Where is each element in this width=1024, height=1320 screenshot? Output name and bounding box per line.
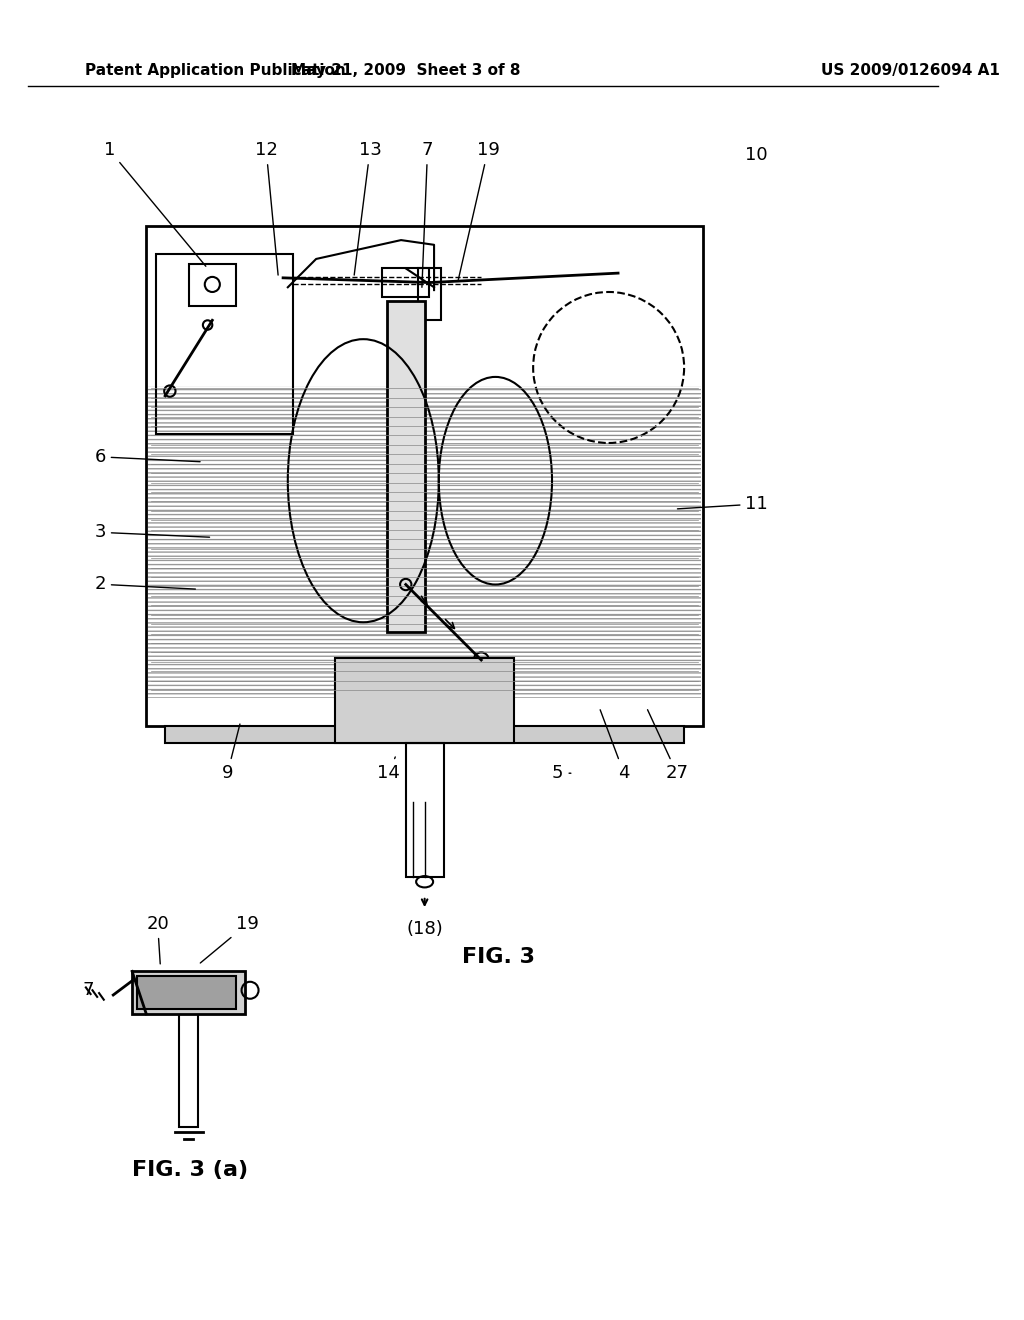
Bar bbox=[165, 726, 684, 743]
Text: 13: 13 bbox=[354, 141, 382, 275]
Text: 20: 20 bbox=[146, 915, 169, 964]
Text: 14: 14 bbox=[378, 756, 400, 781]
Text: (18): (18) bbox=[407, 920, 443, 939]
Text: 9: 9 bbox=[222, 725, 240, 781]
Text: Patent Application Publication: Patent Application Publication bbox=[85, 63, 346, 78]
Text: 19: 19 bbox=[201, 915, 259, 964]
Bar bbox=[382, 268, 429, 297]
Bar bbox=[156, 255, 293, 433]
Text: 5: 5 bbox=[552, 764, 571, 781]
Text: 3: 3 bbox=[94, 523, 210, 541]
Bar bbox=[406, 743, 443, 876]
Bar bbox=[132, 972, 246, 1014]
Bar bbox=[387, 301, 425, 632]
Bar bbox=[148, 387, 701, 698]
Text: 2: 2 bbox=[94, 576, 196, 593]
Bar bbox=[335, 659, 514, 743]
Polygon shape bbox=[137, 975, 236, 1008]
Text: 19: 19 bbox=[459, 141, 500, 280]
Bar bbox=[418, 268, 440, 321]
Bar bbox=[179, 1005, 199, 1127]
Text: 6: 6 bbox=[94, 447, 200, 466]
Text: May 21, 2009  Sheet 3 of 8: May 21, 2009 Sheet 3 of 8 bbox=[291, 63, 520, 78]
Text: 7: 7 bbox=[422, 141, 433, 288]
Text: FIG. 3 (a): FIG. 3 (a) bbox=[132, 1159, 248, 1180]
Text: 4: 4 bbox=[600, 710, 630, 781]
Bar bbox=[188, 264, 236, 306]
Text: 10: 10 bbox=[745, 147, 768, 164]
Bar bbox=[146, 226, 703, 726]
Text: 7: 7 bbox=[83, 981, 94, 999]
Text: 27: 27 bbox=[647, 710, 688, 781]
Text: 12: 12 bbox=[255, 141, 279, 275]
Text: US 2009/0126094 A1: US 2009/0126094 A1 bbox=[821, 63, 999, 78]
Text: FIG. 3: FIG. 3 bbox=[463, 948, 536, 968]
Text: 1: 1 bbox=[103, 141, 206, 267]
Text: 11: 11 bbox=[678, 495, 768, 513]
